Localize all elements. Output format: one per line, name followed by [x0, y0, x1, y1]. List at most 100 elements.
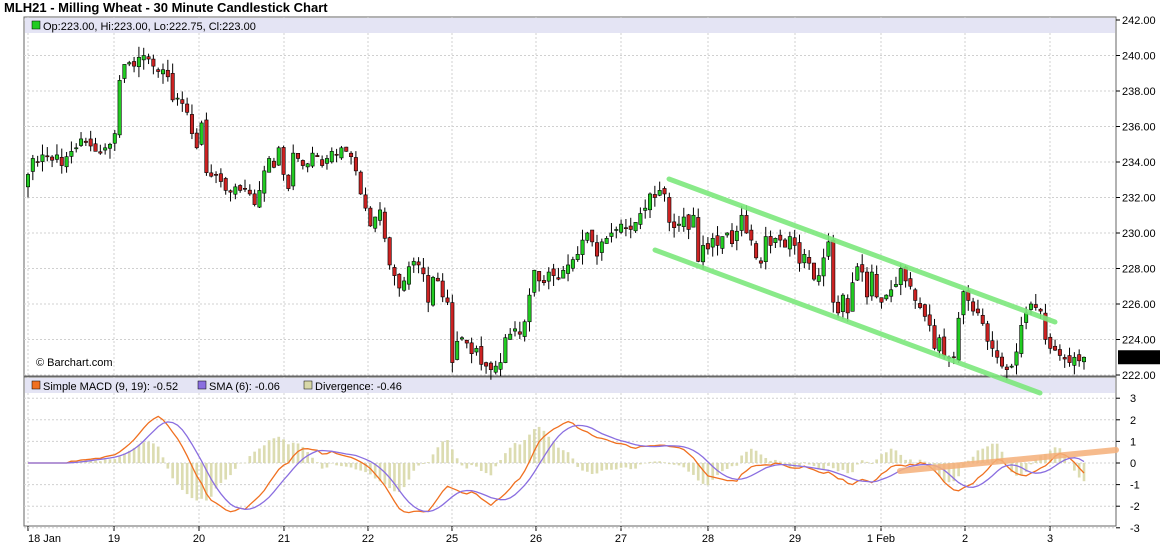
candle	[513, 328, 518, 332]
divergence-bar	[349, 463, 353, 468]
divergence-bar	[754, 450, 758, 463]
divergence-bar	[614, 463, 618, 470]
divergence-bar	[499, 460, 502, 463]
divergence-bar	[267, 440, 271, 463]
divergence-bar	[856, 463, 859, 465]
y-tick-label: 0	[1130, 458, 1136, 470]
candle	[961, 291, 966, 316]
candle	[474, 348, 479, 353]
candle	[932, 325, 937, 349]
divergence-bar	[422, 463, 425, 464]
divergence-bar	[942, 463, 946, 482]
divergence-bar	[576, 463, 580, 467]
divergence-bar	[875, 459, 878, 463]
candle	[320, 159, 325, 166]
divergence-bar	[238, 462, 242, 464]
divergence-bar	[658, 461, 661, 463]
divergence-bar	[629, 463, 633, 470]
divergence-bar	[161, 457, 165, 463]
candle	[257, 190, 262, 208]
candle	[508, 333, 513, 340]
candle	[778, 234, 783, 241]
candle	[228, 190, 233, 193]
watermark: © Barchart.com	[36, 357, 113, 369]
candle	[1028, 303, 1033, 310]
y-tick-label: 224.00	[1122, 335, 1156, 347]
divergence-bar	[764, 458, 768, 463]
candle	[464, 339, 469, 344]
candle	[445, 297, 450, 303]
divergence-bar	[653, 461, 657, 463]
divergence-bar	[315, 462, 319, 463]
divergence-bar	[171, 463, 174, 479]
candle	[918, 303, 923, 308]
candle	[561, 269, 566, 279]
candle	[980, 314, 985, 324]
candle	[657, 190, 662, 196]
candle	[908, 278, 913, 287]
candle	[551, 268, 556, 276]
divergence-bar	[812, 463, 816, 467]
candle	[151, 58, 156, 67]
candle	[744, 215, 749, 234]
candle	[730, 230, 734, 244]
candle	[431, 277, 436, 306]
candle	[1057, 349, 1062, 356]
candle	[811, 262, 816, 280]
divergence-bar	[947, 463, 951, 483]
candle	[1033, 304, 1038, 308]
candle	[339, 147, 344, 159]
divergence-bar	[1063, 454, 1067, 463]
candle	[975, 308, 980, 314]
divergence-bar	[176, 463, 179, 485]
candle	[132, 61, 137, 67]
divergence-bar	[677, 463, 681, 466]
divergence-bar	[344, 463, 348, 467]
divergence-bar	[817, 463, 821, 469]
candle	[850, 282, 855, 312]
candle	[334, 153, 339, 156]
divergence-bar	[446, 440, 449, 463]
candle	[411, 261, 416, 266]
candle	[985, 323, 990, 342]
divergence-bar	[745, 451, 748, 463]
divergence-bar	[730, 463, 734, 467]
divergence-bar	[277, 436, 281, 463]
divergence-bar	[325, 463, 329, 468]
candle	[329, 151, 334, 163]
candle	[83, 140, 88, 143]
divergence-bar	[648, 461, 652, 463]
candle	[1009, 365, 1014, 368]
candle	[146, 56, 151, 60]
divergence-bar	[803, 462, 806, 463]
candle	[763, 236, 768, 262]
last-price-label: 223.00	[1121, 352, 1155, 364]
divergence-bar	[229, 463, 232, 476]
divergence-bar	[99, 461, 102, 463]
y-tick-label: 232.00	[1122, 193, 1156, 205]
divergence-bar	[123, 453, 126, 463]
divergence-bar	[470, 463, 473, 466]
divergence-bar	[219, 463, 223, 484]
candle	[170, 73, 175, 101]
divergence-bar	[489, 463, 493, 476]
candle	[281, 147, 286, 175]
candle	[271, 160, 276, 168]
candle	[922, 304, 927, 317]
candle	[69, 151, 74, 157]
divergence-bar	[619, 463, 623, 468]
divergence-bar	[426, 462, 430, 463]
candle	[54, 154, 59, 160]
divergence-bar	[1000, 451, 1004, 463]
divergence-bar	[634, 463, 637, 469]
divergence-bar	[354, 463, 358, 470]
divergence-bar	[1024, 463, 1028, 472]
y-tick-label: 242.00	[1122, 15, 1156, 27]
candle	[889, 289, 894, 297]
divergence-bar	[118, 456, 121, 463]
divergence-bar	[195, 463, 199, 501]
divergence-bar	[320, 463, 324, 469]
candle	[676, 223, 681, 226]
candle	[93, 143, 98, 152]
candle	[1067, 355, 1072, 363]
